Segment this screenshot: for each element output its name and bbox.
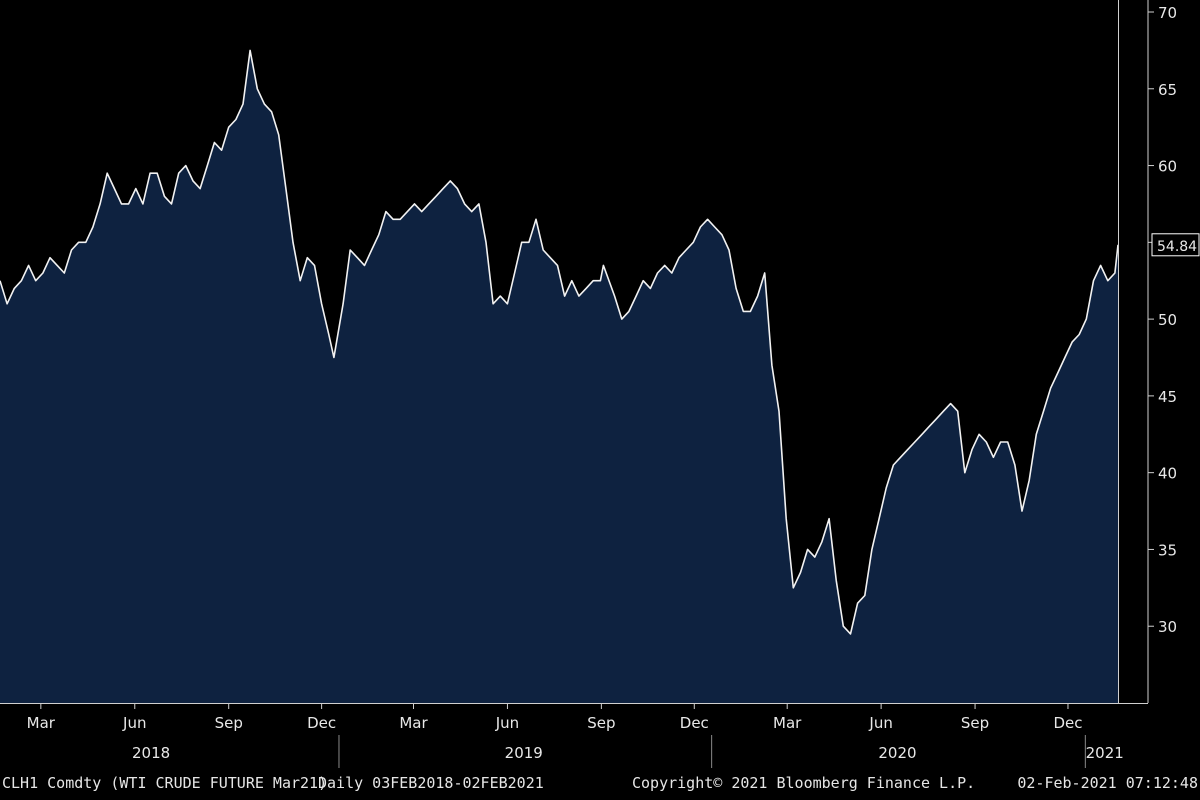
chart-footer: CLH1 Comdty (WTI CRUDE FUTURE Mar21) Dai… xyxy=(0,770,1200,800)
last-value-box xyxy=(1151,233,1200,257)
footer-ticker: CLH1 Comdty (WTI CRUDE FUTURE Mar21) xyxy=(2,774,328,792)
x-tick-label: Jun xyxy=(495,714,519,732)
y-tick-label: 30 xyxy=(1158,618,1177,636)
x-tick-label: Jun xyxy=(122,714,146,732)
year-label: 2021 xyxy=(1086,744,1124,762)
year-label: 2018 xyxy=(132,744,170,762)
footer-date-range: Daily 03FEB2018-02FEB2021 xyxy=(318,774,544,792)
y-tick-label: 50 xyxy=(1158,311,1177,329)
year-label: 2020 xyxy=(878,744,916,762)
year-label: 2019 xyxy=(505,744,543,762)
chart-svg: 30354045505560657054.84MarJunSepDecMarJu… xyxy=(0,0,1200,768)
last-value-label: 54.84 xyxy=(1157,239,1197,255)
x-tick-label: Sep xyxy=(587,714,615,732)
y-tick-label: 45 xyxy=(1158,388,1177,406)
x-tick-label: Dec xyxy=(1053,714,1082,732)
y-tick-label: 35 xyxy=(1158,541,1177,559)
x-tick-label: Jun xyxy=(868,714,892,732)
y-tick-label: 65 xyxy=(1158,81,1177,99)
y-tick-label: 70 xyxy=(1158,4,1177,22)
footer-timestamp: 02-Feb-2021 07:12:48 xyxy=(1017,774,1198,792)
x-tick-label: Sep xyxy=(215,714,243,732)
footer-copyright: Copyright© 2021 Bloomberg Finance L.P. xyxy=(632,774,976,792)
x-tick-label: Dec xyxy=(680,714,709,732)
x-tick-label: Dec xyxy=(307,714,336,732)
price-area xyxy=(0,50,1118,703)
x-tick-label: Mar xyxy=(773,714,802,732)
y-tick-label: 60 xyxy=(1158,158,1177,176)
x-tick-label: Mar xyxy=(399,714,428,732)
x-tick-label: Mar xyxy=(27,714,56,732)
price-line xyxy=(0,49,1119,635)
x-tick-label: Sep xyxy=(961,714,989,732)
y-tick-label: 40 xyxy=(1158,465,1177,483)
